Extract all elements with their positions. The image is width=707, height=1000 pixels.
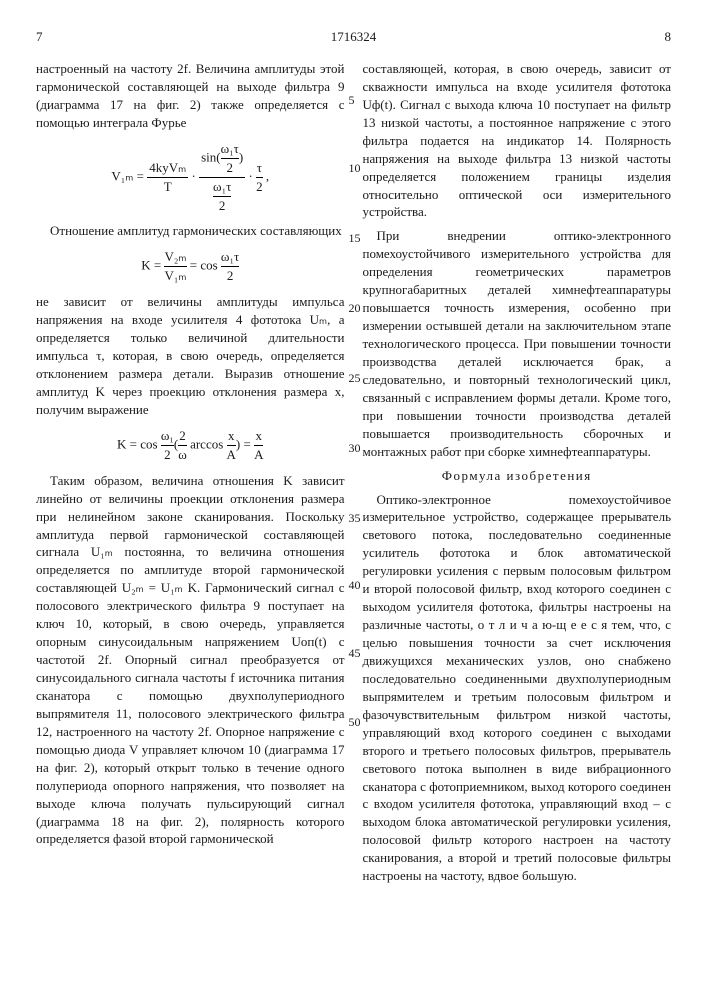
para-1: настроенный на частоту 2f. Величина ампл… xyxy=(36,60,345,132)
line-num-10: 10 xyxy=(349,160,361,177)
line-num-35: 35 xyxy=(349,510,361,527)
para-c2-1: составляющей, которая, в свою очередь, з… xyxy=(363,60,672,221)
para-c2-2: При внедрении оптико-электронного помехо… xyxy=(363,227,672,460)
para-4: Таким образом, величина отношения K зави… xyxy=(36,472,345,849)
main-columns: настроенный на частоту 2f. Величина ампл… xyxy=(36,60,671,891)
column-left: настроенный на частоту 2f. Величина ампл… xyxy=(36,60,345,891)
formula-k2: K = cos ω₁ 2 ( 2 ω arccos x A ) = x A xyxy=(36,427,345,464)
page-number-right: 8 xyxy=(665,28,672,46)
para-3: не зависит от величины амплитуды импульс… xyxy=(36,293,345,419)
formula-k: K = V₂ₘ V₁ₘ = cos ω₁τ 2 xyxy=(36,248,345,285)
claim-title: Формула изобретения xyxy=(363,467,672,485)
page-number-left: 7 xyxy=(36,28,43,46)
line-num-15: 15 xyxy=(349,230,361,247)
formula-v1m: V₁ₘ = 4kyVₘ T · sin(ω₁τ2) ω₁τ2 · τ 2 , xyxy=(36,140,345,215)
line-num-30: 30 xyxy=(349,440,361,457)
line-num-40: 40 xyxy=(349,577,361,594)
line-num-45: 45 xyxy=(349,645,361,662)
line-num-50: 50 xyxy=(349,714,361,731)
column-right: 5 10 15 20 25 30 35 40 45 50 составляюще… xyxy=(363,60,672,891)
page-header: 7 1716324 8 xyxy=(36,28,671,46)
line-num-20: 20 xyxy=(349,300,361,317)
para-c2-3: Оптико-электронное помехоустойчивое изме… xyxy=(363,491,672,886)
document-number: 1716324 xyxy=(331,28,377,46)
line-num-5: 5 xyxy=(349,92,355,109)
para-2: Отношение амплитуд гармонических составл… xyxy=(36,222,345,240)
line-num-25: 25 xyxy=(349,370,361,387)
